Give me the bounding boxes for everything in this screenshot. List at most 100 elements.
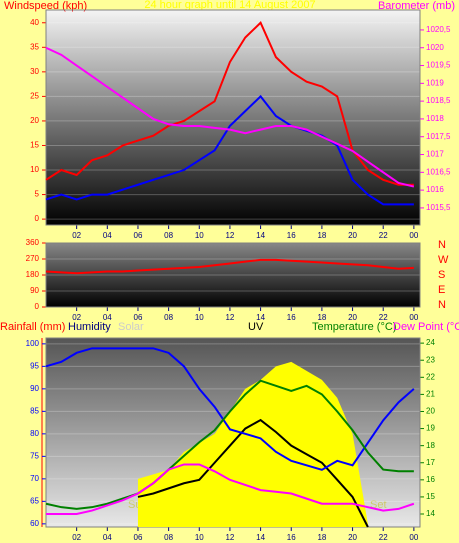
y2-tick-label: 1020	[426, 43, 444, 52]
legend-label: UV	[248, 321, 264, 333]
line	[137, 418, 369, 528]
y2-tick-label: 21	[426, 390, 435, 399]
x-tick-label: 14	[256, 231, 265, 240]
chart-title: 24 hour graph until 14 August 2007	[144, 0, 315, 11]
x-tick-label: 06	[134, 231, 143, 240]
direction-label: N	[438, 299, 446, 311]
y2-tick-label: 1019,5	[426, 61, 451, 70]
x-tick-label: 08	[164, 533, 173, 542]
y2-tick-label: 18	[426, 441, 435, 450]
x-tick-label: 00	[409, 231, 418, 240]
x-tick-label: 22	[379, 313, 388, 322]
y-tick-label: 270	[26, 254, 40, 263]
plot-frame	[45, 9, 421, 226]
x-tick-label: 10	[195, 231, 204, 240]
x-tick-label: 20	[348, 313, 357, 322]
direction-label: E	[438, 284, 445, 296]
y2-tick-label: 14	[426, 509, 435, 518]
x-tick-label: 16	[287, 231, 296, 240]
y2-tick-label: 1018,5	[426, 96, 451, 105]
x-tick-label: 02	[72, 313, 81, 322]
x-tick-label: 00	[409, 533, 418, 542]
y-tick-label: 30	[30, 67, 39, 76]
x-tick-label: 02	[72, 231, 81, 240]
line	[45, 258, 414, 275]
y-tick-label: 100	[26, 339, 40, 348]
legend-label: Humidity	[68, 321, 111, 333]
x-tick-label: 20	[348, 533, 357, 542]
y-tick-label: 85	[30, 406, 39, 415]
y2-tick-label: 1015,5	[426, 203, 451, 212]
x-tick-label: 12	[225, 533, 234, 542]
y-tick-label: 360	[26, 238, 40, 247]
y-tick-label: 35	[30, 42, 39, 51]
x-tick-label: 02	[72, 533, 81, 542]
line	[45, 347, 415, 471]
y2-tick-label: 1017	[426, 150, 444, 159]
direction-label: S	[438, 269, 445, 281]
x-tick-label: 10	[195, 313, 204, 322]
x-tick-label: 04	[103, 533, 112, 542]
x-tick-label: 18	[317, 533, 326, 542]
y-tick-label: 15	[30, 141, 39, 150]
legend-label: Temperature (°C)	[312, 321, 396, 333]
y-axis-label: Windspeed (kph)	[4, 0, 87, 12]
plot-frame	[45, 242, 421, 308]
x-tick-label: 18	[317, 231, 326, 240]
x-tick-label: 14	[256, 313, 265, 322]
y-tick-label: 75	[30, 451, 39, 460]
area	[137, 361, 368, 527]
y2-tick-label: 22	[426, 372, 435, 381]
y-tick-label: 90	[30, 286, 39, 295]
y-tick-label: 25	[30, 92, 39, 101]
y-tick-label: 80	[30, 429, 39, 438]
plot-background	[46, 10, 420, 225]
y-tick-label: 0	[35, 302, 40, 311]
x-tick-label: 22	[379, 231, 388, 240]
legend-label: Rainfall (mm)	[0, 321, 65, 333]
x-tick-label: 10	[195, 533, 204, 542]
line	[45, 46, 415, 188]
y-tick-label: 60	[30, 519, 39, 528]
y-tick-label: 90	[30, 384, 39, 393]
y2-tick-label: 20	[426, 407, 435, 416]
y2-tick-label: 17	[426, 458, 435, 467]
y2-tick-label: 1020,5	[426, 25, 451, 34]
x-tick-label: 12	[225, 313, 234, 322]
y-tick-label: 10	[30, 165, 39, 174]
x-tick-label: 04	[103, 313, 112, 322]
x-tick-label: 08	[164, 313, 173, 322]
plot-background	[46, 243, 420, 307]
y2-tick-label: 16	[426, 475, 435, 484]
x-tick-label: 06	[134, 313, 143, 322]
y-tick-label: 40	[30, 18, 39, 27]
y2-axis-label: Barometer (mb)	[378, 0, 455, 12]
line	[45, 379, 414, 510]
x-tick-label: 22	[379, 533, 388, 542]
x-tick-label: 06	[134, 533, 143, 542]
x-tick-label: 20	[348, 231, 357, 240]
x-tick-label: 16	[287, 313, 296, 322]
y-tick-label: 20	[30, 116, 39, 125]
direction-label: W	[438, 254, 449, 266]
legend-label: Solar	[118, 321, 144, 333]
line	[46, 463, 415, 516]
y-tick-label: 0	[35, 214, 40, 223]
x-tick-label: 04	[103, 231, 112, 240]
x-tick-label: 16	[287, 533, 296, 542]
y2-tick-label: 15	[426, 492, 435, 501]
y-tick-label: 5	[35, 190, 40, 199]
y2-tick-label: 1016,5	[426, 167, 451, 176]
line	[45, 94, 414, 206]
y-tick-label: 65	[30, 496, 39, 505]
direction-label: N	[438, 239, 446, 251]
y2-tick-label: 1017,5	[426, 132, 451, 141]
y-tick-label: 95	[30, 361, 39, 370]
y2-tick-label: 1018	[426, 114, 444, 123]
x-tick-label: 12	[225, 231, 234, 240]
x-tick-label: 00	[409, 313, 418, 322]
y2-tick-label: 24	[426, 338, 435, 347]
y2-tick-label: 1016	[426, 185, 444, 194]
legend-label: Dew Point (°C)	[393, 321, 459, 333]
